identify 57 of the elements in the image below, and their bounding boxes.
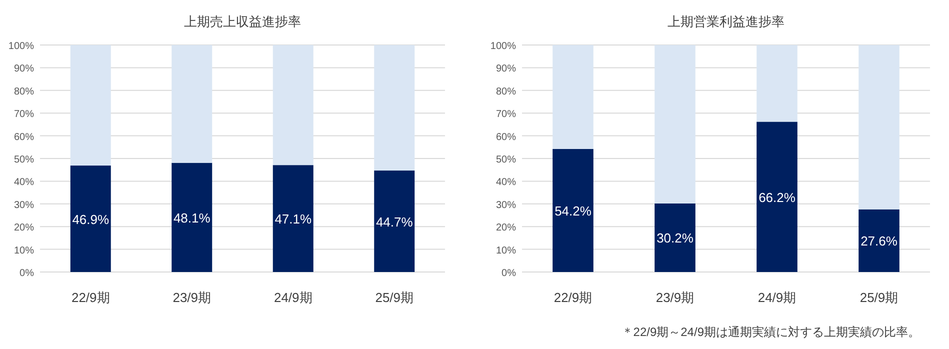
bar: [654, 203, 696, 272]
data-label: 44.7%: [376, 214, 414, 230]
data-label: 30.2%: [656, 230, 694, 246]
y-tick-label: 70%: [496, 109, 516, 120]
x-tick-label: 23/9期: [656, 290, 694, 305]
x-tick-label: 24/9期: [758, 290, 796, 305]
y-tick-label: 100%: [490, 41, 516, 52]
y-tick-label: 80%: [496, 86, 516, 98]
y-tick-label: 60%: [496, 132, 516, 143]
y-tick-label: 0%: [20, 268, 34, 279]
y-tick-label: 40%: [14, 177, 34, 188]
x-tick-label: 22/9期: [71, 290, 110, 305]
chart-title: 上期営業利益進捗率: [668, 14, 784, 29]
y-tick-label: 10%: [14, 245, 34, 256]
y-tick-label: 10%: [496, 245, 516, 256]
y-tick-label: 90%: [14, 64, 34, 75]
data-label: 46.9%: [72, 212, 110, 227]
bar: [172, 45, 212, 163]
bar: [756, 122, 798, 272]
data-label: 54.2%: [554, 203, 592, 218]
y-tick-label: 90%: [496, 64, 516, 75]
bar: [172, 162, 212, 272]
bar: [756, 45, 798, 122]
data-label: 66.2%: [758, 190, 796, 205]
bar: [70, 45, 111, 166]
bar: [858, 209, 900, 272]
y-tick-label: 0%: [502, 268, 516, 279]
bar: [374, 45, 415, 171]
x-tick-label: 24/9期: [274, 290, 312, 305]
y-tick-label: 70%: [14, 109, 34, 120]
y-tick-label: 20%: [496, 222, 516, 234]
y-tick-label: 20%: [14, 222, 34, 234]
bar: [374, 170, 415, 272]
bar: [70, 166, 111, 272]
y-tick-label: 50%: [496, 154, 516, 166]
x-tick-label: 25/9期: [375, 290, 414, 305]
y-tick-label: 80%: [14, 86, 34, 98]
bar: [654, 45, 696, 204]
bar: [858, 45, 900, 210]
x-tick-label: 23/9期: [172, 290, 212, 305]
bar: [272, 165, 314, 272]
bar: [272, 45, 314, 166]
data-label: 47.1%: [274, 212, 312, 227]
data-label: 48.1%: [173, 210, 211, 226]
data-label: 27.6%: [860, 234, 898, 249]
y-tick-label: 30%: [14, 200, 34, 211]
x-tick-label: 22/9期: [554, 290, 592, 305]
text: ＊22/9期～24/9期は通期実績に対する上期実績の比率。: [621, 325, 920, 339]
chart-title: 上期売上収益進捗率: [184, 14, 301, 29]
y-tick-label: 40%: [496, 177, 516, 188]
x-tick-label: 25/9期: [860, 290, 898, 305]
y-tick-label: 100%: [8, 41, 34, 52]
y-tick-label: 50%: [14, 154, 34, 166]
y-tick-label: 30%: [496, 200, 516, 211]
bar: [552, 148, 594, 272]
y-tick-label: 60%: [14, 132, 34, 143]
bar: [552, 45, 594, 149]
